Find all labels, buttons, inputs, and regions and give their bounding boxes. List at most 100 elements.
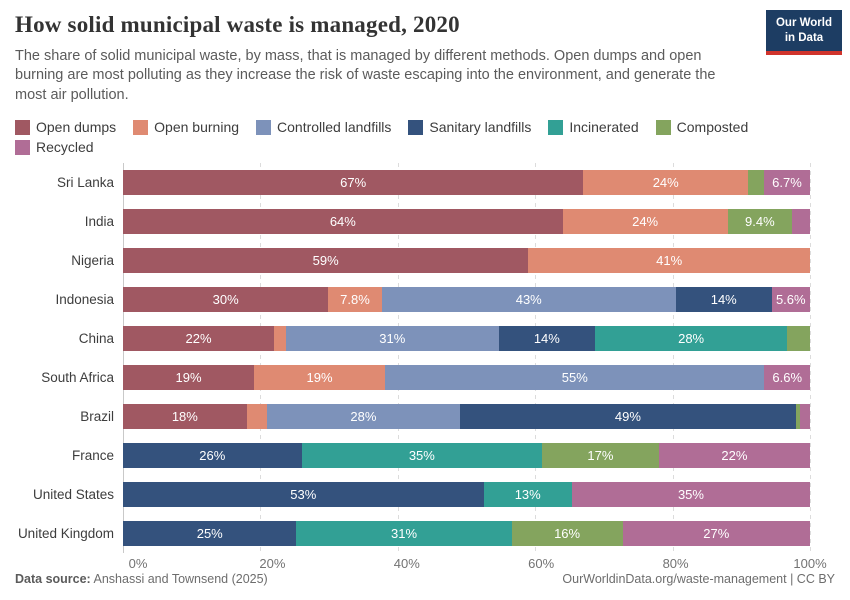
segment-value-label: 28%: [350, 409, 377, 425]
legend-item-sanitary-landfills: Sanitary landfills: [408, 119, 531, 135]
legend-item-open-burning: Open burning: [133, 119, 239, 135]
segment-value-label: 24%: [652, 175, 679, 191]
segment-indonesia-controlled-landfills: 43%: [381, 287, 676, 313]
bar-row-france: 26% 35% 17% 22%: [123, 436, 810, 475]
stacked-bar-india: 64% 24% 9.4%: [123, 209, 810, 235]
segment-value-label: 13%: [514, 487, 541, 503]
segment-south-africa-open-dumps: 19%: [123, 365, 255, 391]
legend-label: Open burning: [154, 119, 240, 136]
segment-value-label: 6.7%: [772, 175, 802, 191]
gridline-20: [260, 163, 262, 554]
segment-value-label: 6.6%: [772, 370, 803, 386]
legend-label: Composted: [676, 119, 749, 136]
owid-logo-text-line2: in Data: [784, 31, 824, 44]
legend-swatch-composted: [655, 119, 671, 135]
segment-south-africa-recycled: 6.6%: [764, 365, 810, 391]
bar-row-china: 22% 31% 14% 28%: [123, 319, 810, 358]
segment-value-label: 9.4%: [745, 214, 775, 230]
stacked-bar-united-states: 53% 13% 35%: [123, 482, 810, 508]
x-axis: 0% 20% 40% 60% 80% 100%: [129, 556, 827, 574]
segment-china-composted: [787, 326, 810, 352]
segment-sri-lanka-recycled: 6.7%: [763, 170, 810, 196]
segment-united-kingdom-incinerated: 31%: [296, 521, 512, 547]
segment-brazil-controlled-landfills: 28%: [267, 404, 460, 430]
segment-brazil-sanitary-landfills: 49%: [459, 404, 797, 430]
segment-value-label: 28%: [678, 331, 705, 347]
segment-indonesia-sanitary-landfills: 14%: [675, 287, 772, 313]
country-labels-column: Sri Lanka India Nigeria Indonesia China South…: [15, 163, 123, 553]
country-label-brazil: Brazil: [80, 409, 114, 425]
segment-value-label: 53%: [290, 487, 317, 503]
country-label-india: India: [84, 214, 114, 230]
axis-zero-line: [123, 163, 124, 554]
stacked-bar-sri-lanka: 67% 24% 6.7%: [123, 170, 810, 196]
segment-south-africa-controlled-landfills: 55%: [385, 365, 765, 391]
data-source: Data source: Anshassi and Townsend (2025…: [15, 572, 268, 586]
legend-item-incinerated: Incinerated: [548, 119, 639, 136]
segment-china-incinerated: 28%: [594, 326, 788, 352]
segment-sri-lanka-composted: [748, 170, 764, 196]
segment-france-sanitary-landfills: 26%: [123, 443, 302, 469]
bar-row-south-africa: 19% 19% 55% 6.6%: [123, 358, 810, 397]
segment-value-label: 55%: [561, 370, 588, 386]
bars-column: 67% 24% 6.7% 64% 24% 9.4% 59% 41% 30% 7.8% 43% 14% 5…: [123, 163, 811, 554]
chart-title: How solid municipal waste is managed, 20…: [15, 12, 460, 37]
segment-brazil-recycled: [799, 404, 810, 430]
bar-row-united-states: 53% 13% 35%: [123, 475, 810, 514]
segment-value-label: 14%: [533, 331, 560, 347]
segment-value-label: 7.8%: [340, 292, 370, 308]
data-source-text: Anshassi and Townsend (2025): [90, 572, 268, 586]
country-label-united-kingdom: United Kingdom: [17, 526, 114, 542]
stacked-bar-nigeria: 59% 41%: [123, 248, 810, 274]
bar-row-indonesia: 30% 7.8% 43% 14% 5.6%: [123, 280, 810, 319]
legend-swatch-controlled-landfills: [256, 119, 272, 135]
legend: Open dumps Open burning Controlled landfil…: [15, 119, 835, 155]
segment-india-open-dumps: 64%: [123, 209, 563, 235]
segment-value-label: 22%: [721, 448, 748, 464]
segment-south-africa-open-burning: 19%: [254, 365, 386, 391]
stacked-bar-united-kingdom: 25% 31% 16% 27%: [123, 521, 810, 547]
segment-sri-lanka-open-dumps: 67%: [123, 170, 584, 196]
bar-row-nigeria: 59% 41%: [123, 241, 810, 280]
segment-france-recycled: 22%: [658, 443, 810, 469]
legend-label: Controlled landfills: [277, 119, 392, 136]
segment-indonesia-open-burning: 7.8%: [328, 287, 382, 313]
legend-item-open-dumps: Open dumps: [15, 119, 116, 135]
segment-value-label: 31%: [391, 526, 418, 542]
segment-brazil-open-burning: [246, 404, 268, 430]
x-tick-20: 20%: [259, 556, 286, 572]
stacked-bar-france: 26% 35% 17% 22%: [123, 443, 810, 469]
stacked-bar-brazil: 18% 28% 49%: [123, 404, 810, 430]
segment-china-open-dumps: 22%: [123, 326, 275, 352]
chart-footer: Data source: Anshassi and Townsend (2025…: [15, 572, 835, 586]
segment-value-label: 5.6%: [775, 292, 806, 308]
segment-value-label: 59%: [312, 253, 339, 269]
segment-value-label: 25%: [196, 526, 223, 542]
gridline-80: [672, 163, 674, 554]
bar-row-united-kingdom: 25% 31% 16% 27%: [123, 514, 810, 553]
segment-china-controlled-landfills: 31%: [285, 326, 499, 352]
gridline-40: [397, 163, 399, 554]
legend-swatch-sanitary-landfills: [408, 119, 424, 135]
country-label-indonesia: Indonesia: [55, 292, 114, 308]
segment-china-open-burning: [274, 326, 286, 352]
legend-label: Incinerated: [569, 119, 639, 136]
legend-swatch-open-burning: [133, 119, 149, 135]
segment-france-composted: 17%: [542, 443, 659, 469]
stacked-bar-indonesia: 30% 7.8% 43% 14% 5.6%: [123, 287, 810, 313]
country-label-china: China: [78, 331, 114, 347]
x-tick-0: 0%: [128, 556, 148, 572]
bar-row-india: 64% 24% 9.4%: [123, 202, 810, 241]
segment-value-label: 24%: [632, 214, 659, 230]
segment-value-label: 16%: [554, 526, 581, 542]
segment-united-kingdom-recycled: 27%: [622, 521, 810, 547]
segment-value-label: 19%: [175, 370, 202, 386]
stacked-bar-chart: Sri Lanka India Nigeria Indonesia China South…: [15, 163, 811, 554]
x-tick-100: 100%: [793, 556, 827, 572]
segment-value-label: 19%: [306, 370, 333, 386]
segment-value-label: 30%: [212, 292, 239, 308]
segment-value-label: 27%: [703, 526, 730, 542]
owid-logo-text-line1: Our World: [775, 17, 832, 29]
country-label-south-africa: South Africa: [41, 370, 114, 386]
legend-label: Sanitary landfills: [429, 119, 532, 136]
